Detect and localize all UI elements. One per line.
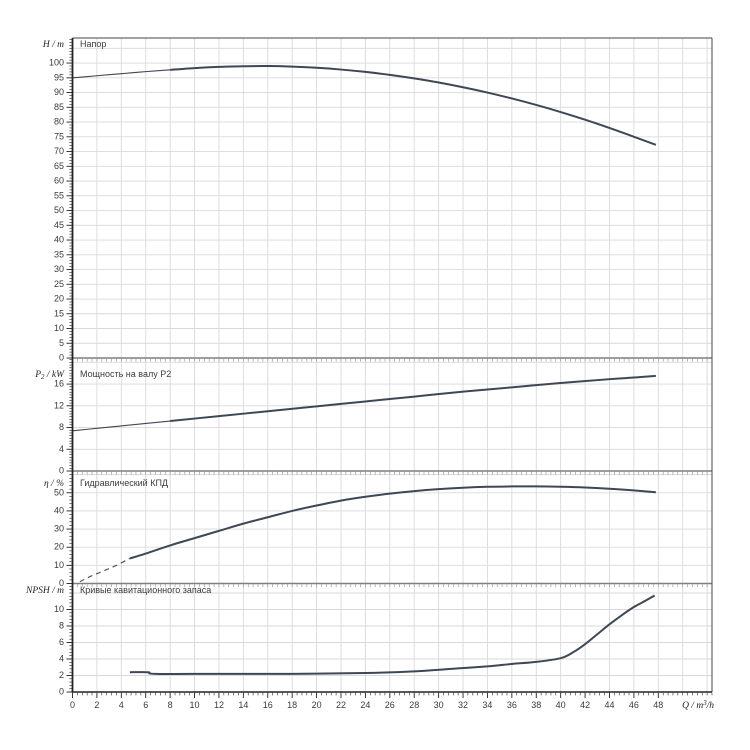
y-tick-label: 40	[54, 506, 64, 516]
y-tick-label: 35	[54, 250, 64, 260]
y-tick-label: 95	[54, 73, 64, 83]
y-tick-label: 100	[49, 58, 64, 68]
x-tick-label: 0	[70, 700, 75, 710]
axes	[71, 37, 713, 693]
power-curve-lead	[72, 420, 171, 432]
x-tick-label: 42	[580, 700, 590, 710]
panel-npsh	[66, 586, 712, 693]
y-tick-label: 55	[54, 191, 64, 201]
x-tick-label: 48	[653, 700, 663, 710]
x-tick-label: 16	[263, 700, 273, 710]
y-tick-label: 5	[59, 338, 64, 348]
y-tick-label: 40	[54, 235, 64, 245]
y-tick-label: 30	[54, 524, 64, 534]
y-tick-label: 2	[59, 670, 64, 680]
x-tick-label: 34	[482, 700, 492, 710]
power-curve	[170, 374, 656, 423]
y-tick-label: 20	[54, 542, 64, 552]
x-tick-label: 44	[604, 700, 614, 710]
y-tick-label: 25	[54, 279, 64, 289]
y-tick-label: 10	[54, 560, 64, 570]
y-tick-label: 10	[54, 604, 64, 614]
y-tick-label: 0	[59, 353, 64, 363]
x-tick-label: 18	[287, 700, 297, 710]
y-tick-label: 45	[54, 220, 64, 230]
axis-unit-label-kpd: η / %	[44, 479, 64, 489]
y-tick-label: 10	[54, 323, 64, 333]
x-tick-label: 8	[168, 700, 173, 710]
y-tick-label: 15	[54, 309, 64, 319]
panel-title-kpd: Гидравлический КПД	[80, 478, 168, 488]
y-tick-label: 50	[54, 205, 64, 215]
y-ticks-napor	[66, 39, 73, 359]
y-tick-label: 80	[54, 117, 64, 127]
x-tick-label: 38	[531, 700, 541, 710]
panel-title-p2: Мощность на валу P2	[80, 369, 171, 379]
axis-unit-label-napor: H / m	[42, 40, 64, 50]
y-tick-label: 8	[59, 422, 64, 432]
y-tick-label: 60	[54, 176, 64, 186]
x-tick-label: 24	[360, 700, 370, 710]
y-tick-label: 4	[59, 654, 64, 664]
panel-napor	[66, 39, 712, 359]
axis-unit-label-npsh: NPSH / m	[25, 586, 64, 596]
y-tick-label: 0	[59, 687, 64, 697]
x-tick-label: 4	[119, 700, 124, 710]
x-tick-label: 10	[190, 700, 200, 710]
y-tick-label: 85	[54, 102, 64, 112]
y-tick-label: 8	[59, 621, 64, 631]
y-tick-label: 12	[54, 401, 64, 411]
y-tick-label: 65	[54, 161, 64, 171]
y-tick-label: 16	[54, 379, 64, 389]
x-axis-unit-label: Q / m3​/h	[682, 699, 714, 711]
x-tick-label: 20	[312, 700, 322, 710]
x-tick-label: 22	[336, 700, 346, 710]
x-tick-label: 26	[385, 700, 395, 710]
y-tick-label: 90	[54, 87, 64, 97]
y-tick-label: 6	[59, 637, 64, 647]
x-tick-label: 46	[629, 700, 639, 710]
x-tick-label: 36	[507, 700, 517, 710]
axis-unit-label-p2: P2​ / kW	[34, 370, 65, 380]
efficiency-curve	[129, 485, 656, 560]
x-tick-label: 12	[214, 700, 224, 710]
y-tick-label: 4	[59, 444, 64, 454]
x-tick-label: 40	[556, 700, 566, 710]
x-axis-ticks	[72, 692, 713, 698]
head-curve	[170, 65, 657, 146]
y-tick-label: 0	[59, 578, 64, 588]
y-tick-label: 75	[54, 132, 64, 142]
panel-separators	[72, 357, 713, 588]
panel-kpd	[66, 470, 712, 584]
y-tick-label: 20	[54, 294, 64, 304]
npsh-curve	[129, 594, 656, 675]
x-tick-label: 14	[238, 700, 248, 710]
panel-title-npsh: Кривые кавитационного запаса	[80, 585, 211, 595]
y-tick-label: 30	[54, 264, 64, 274]
head-curve-lead	[72, 69, 171, 79]
x-tick-label: 6	[143, 700, 148, 710]
y-tick-label: 0	[59, 466, 64, 476]
x-tick-label: 30	[434, 700, 444, 710]
y-tick-label: 50	[54, 488, 64, 498]
x-tick-label: 28	[409, 700, 419, 710]
y-tick-label: 70	[54, 146, 64, 156]
panel-title-napor: Напор	[80, 39, 106, 49]
x-tick-label: 32	[458, 700, 468, 710]
x-tick-label: 2	[94, 700, 99, 710]
